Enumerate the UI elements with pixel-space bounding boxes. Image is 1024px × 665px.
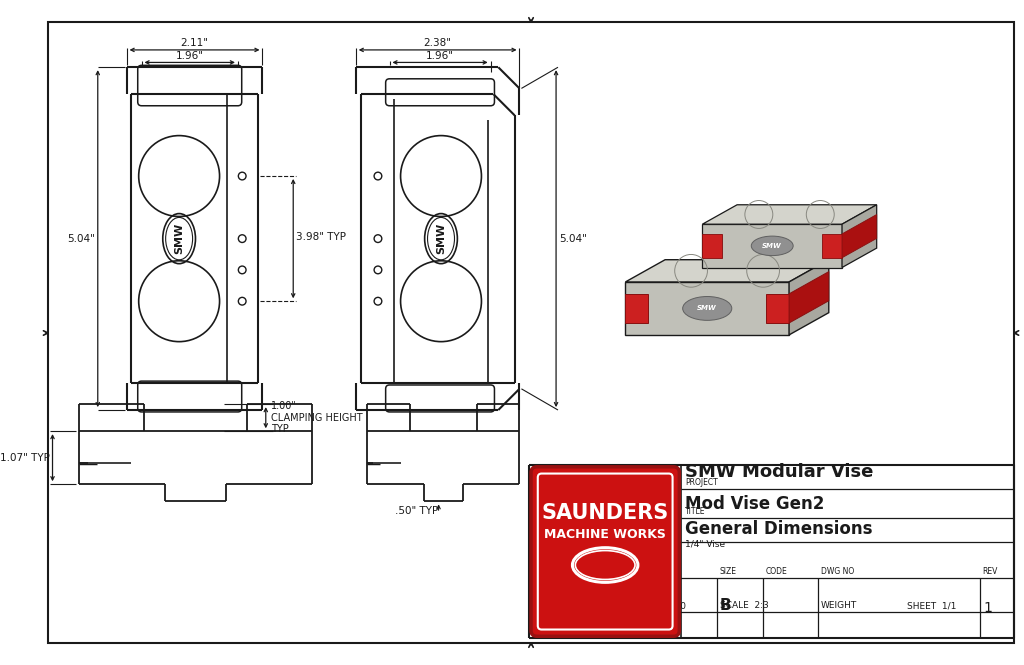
Text: 1: 1 <box>984 601 992 615</box>
Text: General Dimensions: General Dimensions <box>685 520 872 538</box>
Text: 2.38": 2.38" <box>424 38 452 48</box>
Polygon shape <box>822 234 842 258</box>
Text: SIZE: SIZE <box>720 567 736 576</box>
Text: SMW: SMW <box>174 223 184 254</box>
Text: SMW: SMW <box>697 305 717 311</box>
FancyBboxPatch shape <box>531 467 679 636</box>
Text: APPROVED: APPROVED <box>532 567 578 576</box>
Text: Alex Pinson: Alex Pinson <box>575 601 628 610</box>
Polygon shape <box>842 215 877 258</box>
Text: MACHINE WORKS: MACHINE WORKS <box>544 528 666 541</box>
Polygon shape <box>842 205 877 267</box>
Polygon shape <box>702 234 722 258</box>
Text: 2.11": 2.11" <box>180 38 209 48</box>
Ellipse shape <box>752 236 794 255</box>
Text: 1.96": 1.96" <box>426 51 454 61</box>
Text: 5.04": 5.04" <box>67 233 95 243</box>
Text: 5/11/2020: 5/11/2020 <box>640 601 686 610</box>
Text: REV: REV <box>983 567 998 576</box>
Text: DWG NO: DWG NO <box>821 567 854 576</box>
Polygon shape <box>790 271 828 323</box>
Ellipse shape <box>572 548 638 583</box>
Ellipse shape <box>683 297 732 321</box>
Polygon shape <box>626 282 790 335</box>
Text: WEIGHT: WEIGHT <box>821 601 857 610</box>
Text: 1.00"
CLAMPING HEIGHT
TYP: 1.00" CLAMPING HEIGHT TYP <box>270 401 362 434</box>
Text: SMW: SMW <box>436 223 446 254</box>
Text: CODE: CODE <box>766 567 787 576</box>
Text: 1.96": 1.96" <box>176 51 204 61</box>
Text: SMW: SMW <box>762 243 782 249</box>
Text: SCALE  2:3: SCALE 2:3 <box>720 601 768 610</box>
Text: CHECKED: CHECKED <box>532 585 572 594</box>
Text: 5.04": 5.04" <box>559 233 587 243</box>
Text: SHEET  1/1: SHEET 1/1 <box>907 601 956 610</box>
Text: .50" TYP: .50" TYP <box>395 506 438 516</box>
Polygon shape <box>702 205 877 224</box>
Polygon shape <box>626 294 648 323</box>
Text: Mod Vise Gen2: Mod Vise Gen2 <box>685 495 824 513</box>
Text: B: B <box>720 598 731 613</box>
Text: TITLE: TITLE <box>685 507 706 516</box>
Polygon shape <box>766 294 790 323</box>
Polygon shape <box>626 260 828 282</box>
Text: 3.98" TYP: 3.98" TYP <box>296 231 346 241</box>
Text: 1.07" TYP: 1.07" TYP <box>0 453 49 463</box>
Polygon shape <box>702 224 842 267</box>
Text: 1/4" Vise: 1/4" Vise <box>685 540 725 549</box>
Text: SAUNDERS: SAUNDERS <box>542 503 669 523</box>
Text: SMW Modular Vise: SMW Modular Vise <box>685 464 873 481</box>
Polygon shape <box>790 260 828 335</box>
Text: SMW: SMW <box>582 556 629 574</box>
Text: DRAWN: DRAWN <box>532 601 564 610</box>
Text: PROJECT: PROJECT <box>685 478 718 487</box>
